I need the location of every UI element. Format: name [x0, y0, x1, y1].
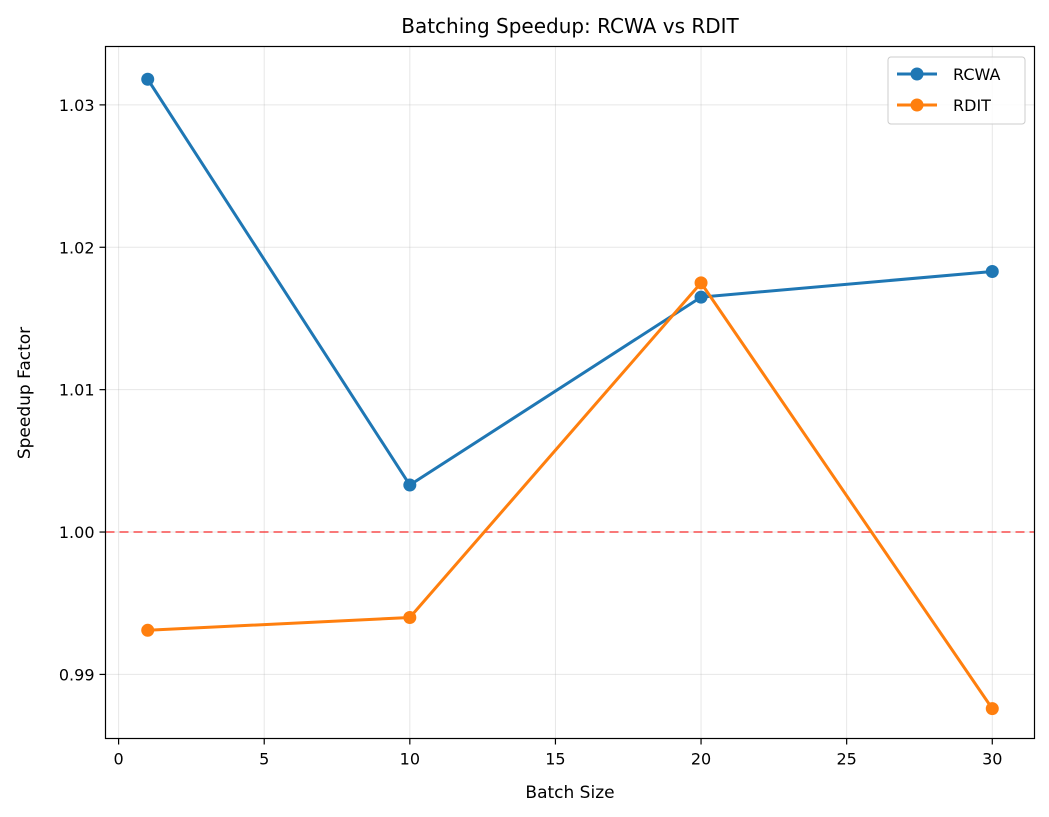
y-tick-label: 1.02 — [59, 238, 95, 257]
x-tick-label: 15 — [545, 750, 565, 769]
legend-marker-rdit — [910, 98, 924, 112]
series-layer — [141, 72, 999, 716]
y-tick-label: 1.01 — [59, 381, 95, 400]
x-axis-ticks: 0 5 10 15 20 25 30 — [114, 738, 1002, 769]
y-tick-label: 0.99 — [59, 665, 95, 684]
x-tick-label: 0 — [114, 750, 124, 769]
data-point-rdit — [403, 610, 417, 624]
x-tick-label: 10 — [400, 750, 420, 769]
data-point-rdit — [141, 623, 155, 637]
data-point-rdit — [985, 702, 999, 716]
grid — [105, 46, 1035, 739]
y-tick-label: 1.03 — [59, 96, 95, 115]
y-axis-label: Speedup Factor — [15, 327, 35, 459]
plot-area-frame — [104, 45, 1036, 740]
legend: RCWA RDIT — [887, 56, 1026, 125]
x-tick-label: 20 — [691, 750, 711, 769]
series-line-rcwa — [146, 78, 993, 487]
x-tick-label: 25 — [836, 750, 856, 769]
data-point-rcwa — [985, 264, 999, 278]
data-point-rcwa — [403, 478, 417, 492]
data-point-rdit — [694, 276, 708, 290]
data-point-rcwa — [694, 290, 708, 304]
x-tick-label: 5 — [259, 750, 269, 769]
chart-title: Batching Speedup: RCWA vs RDIT — [401, 14, 739, 38]
y-tick-label: 1.00 — [59, 523, 95, 542]
x-tick-label: 30 — [982, 750, 1002, 769]
data-point-rcwa — [141, 72, 155, 86]
y-axis-ticks: 0.99 1.00 1.01 1.02 1.03 — [59, 96, 106, 684]
series-line-rdit — [147, 281, 994, 710]
legend-label-rcwa: RCWA — [953, 65, 1000, 84]
x-axis-label: Batch Size — [525, 783, 614, 803]
legend-marker-rcwa — [910, 67, 924, 81]
legend-label-rdit: RDIT — [953, 96, 991, 115]
